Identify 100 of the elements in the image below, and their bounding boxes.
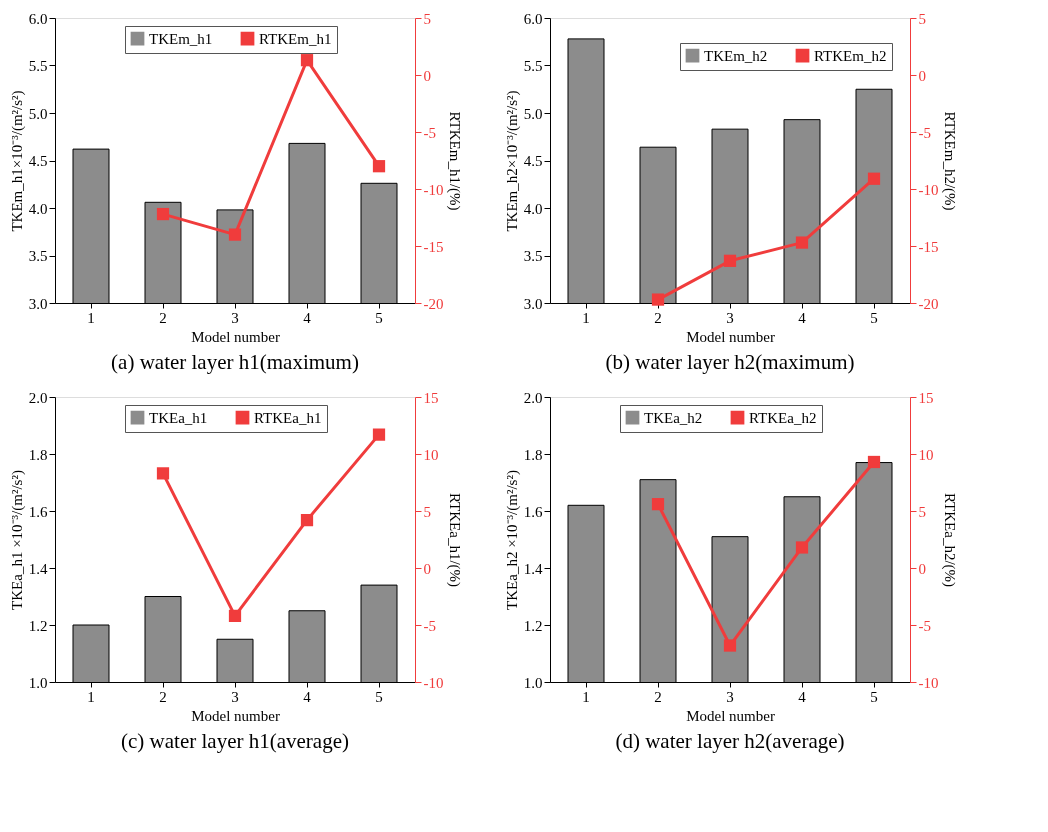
- x-tick-label: 5: [870, 688, 878, 705]
- y-tick-label: 4.0: [28, 200, 48, 217]
- y2-tick-label: -20: [918, 295, 939, 312]
- y2-tick-label: -10: [918, 674, 939, 691]
- point: [795, 541, 809, 554]
- y-tick-label: 1.6: [523, 503, 543, 520]
- point: [651, 498, 665, 511]
- y-tick-label: 4.5: [28, 153, 48, 169]
- y-tick-label: 1.4: [28, 560, 48, 577]
- y2-tick-label: 0: [918, 67, 926, 84]
- y-tick-label: 3.0: [523, 295, 543, 312]
- x-axis-title: Model number: [191, 707, 280, 724]
- y2-axis-title: RTKEa_h1/(%): [446, 492, 464, 588]
- y-tick-label: 1.2: [523, 617, 543, 634]
- legend-label: TKEm_h2: [704, 47, 768, 64]
- point: [300, 514, 314, 527]
- x-tick-label: 3: [726, 688, 734, 705]
- y2-axis-title: RTKEa_h2/(%): [941, 492, 959, 588]
- y2-tick-label: -10: [423, 181, 444, 198]
- y2-tick-label: 10: [918, 446, 934, 463]
- text: (d) water layer h2(average): [615, 729, 845, 753]
- y-tick-label: 1.4: [523, 560, 543, 577]
- y2-tick-label: 15: [423, 389, 439, 406]
- y-tick-label: 6.0: [523, 10, 543, 27]
- y2-tick-label: 0: [918, 560, 926, 577]
- point: [795, 236, 809, 249]
- y-tick-label: 2.0: [28, 389, 48, 406]
- y-tick-label: 5.0: [523, 105, 543, 122]
- y2-tick-label: -15: [918, 238, 939, 255]
- y-tick-label: 2.0: [523, 389, 543, 406]
- y2-axis-title: RTKEm_h1/(%): [446, 111, 464, 211]
- text: (a) water layer h1(maximum): [111, 350, 359, 374]
- y-tick-label: 4.5: [523, 153, 543, 169]
- point: [372, 428, 386, 441]
- legend-label: TKEa_h1: [149, 409, 208, 426]
- x-tick-label: 2: [159, 309, 167, 326]
- legend-label: RTKEa_h2: [749, 409, 817, 426]
- legend-label: RTKEm_h2: [814, 47, 887, 64]
- y2-tick-label: -5: [918, 617, 931, 634]
- point: [867, 172, 881, 185]
- x-axis-title: Model number: [686, 707, 775, 724]
- y-tick-label: 1.8: [28, 446, 48, 463]
- x-axis-title: Model number: [191, 328, 280, 345]
- y2-tick-label: -5: [918, 124, 931, 141]
- point: [156, 207, 170, 221]
- x-tick-label: 2: [654, 688, 662, 705]
- y-tick-label: 3.0: [28, 295, 48, 312]
- point: [723, 639, 737, 652]
- x-tick-label: 1: [582, 688, 590, 705]
- x-tick-label: 1: [87, 688, 95, 705]
- x-tick-label: 5: [375, 309, 383, 326]
- x-tick-label: 4: [798, 688, 807, 705]
- y-tick-label: 3.5: [523, 248, 543, 264]
- y-tick-label: 1.2: [28, 617, 48, 634]
- y-tick-label: 1.8: [523, 446, 543, 463]
- point: [228, 609, 242, 622]
- y2-tick-label: 5: [423, 10, 431, 27]
- text: (c) water layer h1(average): [121, 729, 349, 753]
- y-axis-title: TKEa_h1 ×10⁻³/(m²/s²): [8, 470, 26, 610]
- point: [372, 160, 386, 173]
- y-tick-label: 1.0: [28, 674, 48, 691]
- y2-tick-label: -20: [423, 295, 444, 312]
- x-tick-label: 1: [582, 309, 590, 326]
- y-tick-label: 5.5: [523, 58, 543, 74]
- x-axis-title: Model number: [686, 328, 775, 345]
- y-tick-label: 1.0: [523, 674, 543, 691]
- x-tick-label: 3: [726, 309, 734, 326]
- y-tick-label: 4.0: [523, 200, 543, 217]
- x-tick-label: 4: [303, 309, 312, 326]
- y2-tick-label: 0: [423, 67, 431, 84]
- x-tick-label: 3: [231, 688, 239, 705]
- y-axis-title: TKEa_h2 ×10⁻³/(m²/s²): [503, 470, 521, 610]
- y-tick-label: 5.0: [28, 105, 48, 122]
- y-tick-label: 1.6: [28, 503, 48, 520]
- y2-tick-label: -10: [918, 181, 939, 198]
- x-tick-label: 3: [231, 309, 239, 326]
- legend-label: RTKEm_h1: [259, 30, 332, 47]
- x-tick-label: 4: [303, 688, 312, 705]
- legend-label: TKEm_h1: [149, 30, 213, 47]
- y2-tick-label: -5: [423, 617, 436, 634]
- x-tick-label: 1: [87, 309, 95, 326]
- y-axis-title: TKEm_h1×10⁻³/(m²/s²): [8, 90, 26, 232]
- point: [723, 254, 737, 267]
- y2-tick-label: 5: [918, 503, 926, 520]
- y2-tick-label: 10: [423, 446, 439, 463]
- y2-tick-label: -10: [423, 674, 444, 691]
- x-tick-label: 4: [798, 309, 807, 326]
- y2-tick-label: 5: [423, 503, 431, 520]
- y2-tick-label: -5: [423, 124, 436, 141]
- point: [300, 54, 314, 67]
- point: [651, 293, 665, 306]
- point: [867, 455, 881, 469]
- y2-tick-label: 15: [918, 389, 934, 406]
- y-axis-title: TKEm_h2×10⁻³/(m²/s²): [503, 90, 521, 232]
- x-tick-label: 5: [870, 309, 878, 326]
- legend-label: RTKEa_h1: [254, 409, 322, 426]
- point: [228, 228, 242, 241]
- y-tick-label: 3.5: [28, 248, 48, 264]
- y2-axis-title: RTKEm_h2/(%): [941, 111, 959, 211]
- y-tick-label: 5.5: [28, 58, 48, 74]
